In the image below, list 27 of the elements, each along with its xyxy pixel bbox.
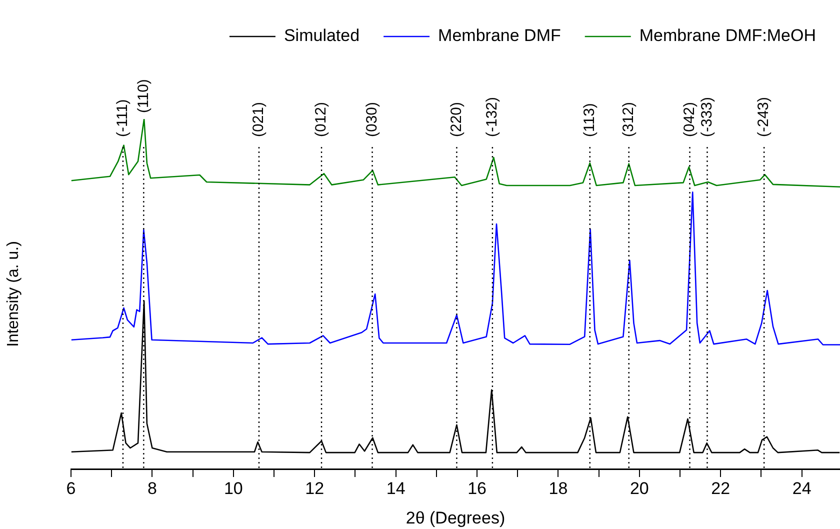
legend-label: Membrane DMF [438,26,561,46]
x-tick-label: 10 [224,478,243,498]
x-tick-label: 16 [468,478,486,498]
x-tick-label: 6 [66,478,76,498]
annotation: (312) [620,102,638,137]
x-tick-label: 20 [630,478,649,498]
annotation: (021) [250,102,268,137]
annotation: (042) [680,102,698,137]
annotation: (113) [581,103,598,137]
text: (110) [134,79,152,113]
x-tick-label: 18 [548,478,568,498]
annotation: (-132) [484,96,501,137]
y-axis-title: Intensity (a. u.) [5,241,22,347]
annotation: (-333) [698,96,716,137]
annotation: (030) [363,102,380,137]
x-tick-label: 24 [792,478,812,498]
annotation: (012) [312,102,330,137]
x-tick-label: 14 [386,478,406,498]
legend-label: Simulated [284,26,360,46]
annotation: (220) [448,102,465,137]
annotation: (-243) [755,96,772,137]
x-tick-label: 8 [147,478,157,498]
x-tick-label: 12 [305,478,324,498]
x-axis-title: 2θ (Degrees) [406,508,506,528]
legend-label: Membrane DMF:MeOH [639,26,816,46]
x-tick-label: 22 [711,478,730,498]
annotation: (-111) [114,99,132,137]
